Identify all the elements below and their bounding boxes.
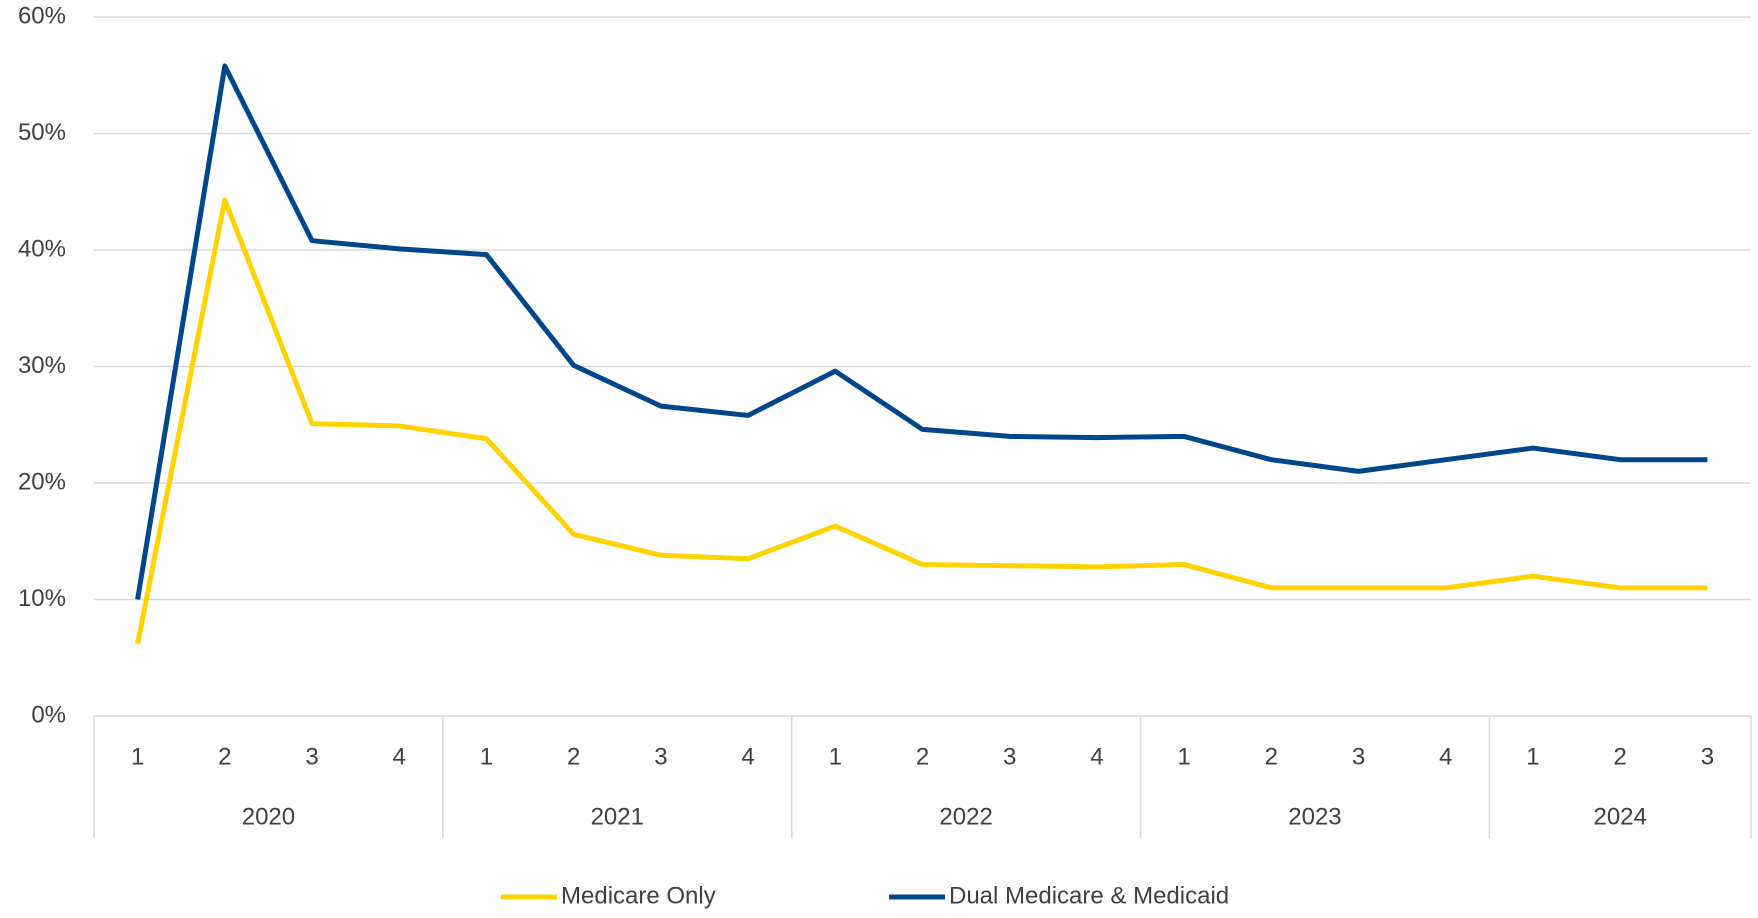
legend-label: Medicare Only — [561, 882, 716, 909]
x-tick-label: 1 — [131, 743, 144, 770]
y-tick-label: 50% — [18, 119, 66, 146]
x-tick-label: 3 — [1701, 743, 1714, 770]
x-tick-label: 4 — [1439, 743, 1452, 770]
x-tick-label: 2 — [1614, 743, 1627, 770]
x-tick-label: 3 — [1352, 743, 1365, 770]
y-tick-label: 0% — [31, 701, 66, 728]
x-group-label: 2021 — [591, 803, 644, 830]
legend-label: Dual Medicare & Medicaid — [949, 882, 1229, 909]
x-group-label: 2020 — [242, 803, 295, 830]
y-tick-label: 60% — [18, 2, 66, 29]
x-tick-label: 2 — [916, 743, 929, 770]
x-tick-label: 4 — [393, 743, 406, 770]
x-tick-label: 1 — [1526, 743, 1539, 770]
y-tick-label: 30% — [18, 352, 66, 379]
x-tick-label: 4 — [741, 743, 754, 770]
y-tick-label: 20% — [18, 468, 66, 495]
x-tick-label: 1 — [829, 743, 842, 770]
x-tick-label: 1 — [480, 743, 493, 770]
x-tick-label: 3 — [305, 743, 318, 770]
x-tick-label: 4 — [1090, 743, 1103, 770]
y-tick-label: 40% — [18, 235, 66, 262]
x-tick-label: 2 — [218, 743, 231, 770]
x-tick-label: 3 — [1003, 743, 1016, 770]
series-line — [135, 63, 1708, 600]
x-tick-label: 2 — [567, 743, 580, 770]
x-tick-label: 2 — [1265, 743, 1278, 770]
x-tick-label: 3 — [654, 743, 667, 770]
x-tick-label: 1 — [1177, 743, 1190, 770]
y-tick-label: 10% — [18, 585, 66, 612]
x-group-label: 2024 — [1593, 803, 1646, 830]
series-line — [135, 197, 1708, 645]
x-group-label: 2022 — [939, 803, 992, 830]
x-group-label: 2023 — [1288, 803, 1341, 830]
